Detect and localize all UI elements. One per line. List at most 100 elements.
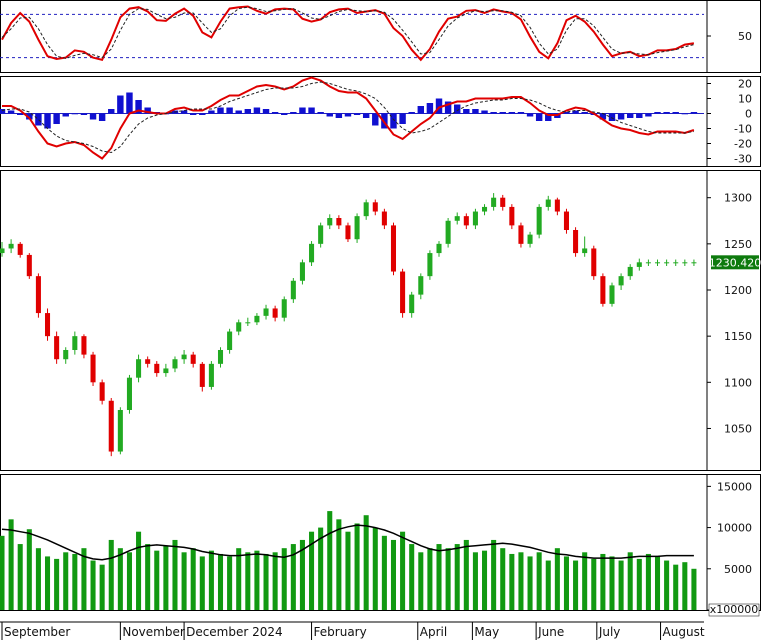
candle-down (81, 336, 87, 355)
volume-bar (418, 552, 424, 610)
y-tick-label: 15000 (717, 480, 752, 493)
histogram-bar (599, 113, 607, 120)
candle-up (126, 377, 132, 410)
candle-up (117, 410, 123, 452)
volume-bar (126, 552, 132, 610)
volume-bar (573, 560, 579, 610)
histogram-bar (390, 113, 397, 129)
histogram-bar (654, 112, 661, 114)
candle-down (591, 248, 597, 277)
candle-down (390, 225, 397, 272)
volume-bar (354, 523, 360, 610)
candle-up (609, 285, 615, 304)
candle-up (427, 253, 433, 277)
candle-up (318, 225, 324, 244)
candle-up (645, 262, 651, 264)
histogram-bar (144, 107, 151, 114)
volume-bar (245, 552, 251, 610)
candle-up (409, 294, 415, 314)
volume-panel: 150001000050000x100000 (0, 474, 761, 617)
y-tick-label: 1200 (724, 284, 752, 297)
last-price-badge (711, 255, 759, 270)
volume-bar (272, 552, 278, 610)
candle-up (363, 202, 369, 217)
histogram-bar (308, 107, 315, 114)
candle-up (482, 206, 488, 212)
histogram-bar (690, 112, 698, 114)
y-tick-label: -20 (734, 138, 752, 151)
histogram-bar (626, 113, 634, 118)
candle-down (372, 202, 378, 212)
candle-up (436, 243, 442, 254)
histogram-bar (545, 113, 552, 121)
volume-bar (427, 548, 433, 610)
histogram-bar (399, 113, 406, 124)
candle-up (536, 206, 542, 235)
volume-bar (190, 548, 196, 610)
volume-bar (281, 548, 287, 610)
candle-down (600, 276, 606, 304)
month-label: July (598, 625, 621, 639)
volume-bar (363, 515, 369, 610)
volume-bar (136, 531, 142, 610)
volume-bar (309, 531, 315, 610)
histogram-bar (463, 109, 470, 114)
volume-bar (299, 539, 305, 610)
month-axis: September November December 2024 February Ap… (0, 621, 705, 640)
volume-bar (609, 556, 615, 610)
candle-down (199, 363, 205, 387)
volume-bar (145, 544, 151, 610)
histogram-bar (244, 109, 252, 114)
histogram-bar (226, 107, 233, 114)
candle-up (0, 248, 5, 254)
y-tick-label: 10 (738, 93, 752, 106)
volume-bar (227, 556, 233, 610)
candle-down (26, 254, 32, 277)
volume-bar (17, 544, 23, 610)
candle-up (491, 197, 497, 207)
histogram-bar (0, 109, 6, 114)
volume-bar (26, 529, 32, 610)
candle-up (227, 331, 233, 350)
volume-bar (163, 545, 169, 610)
volume-bar (518, 552, 524, 610)
volume-bar (54, 558, 60, 610)
volume-bar (673, 564, 679, 610)
volume-bar (181, 552, 187, 610)
histogram-bar (290, 112, 297, 114)
volume-bar (327, 511, 333, 610)
histogram-bar (408, 112, 415, 114)
y-tick-label: -30 (734, 153, 752, 166)
y-tick-label: 1100 (724, 376, 752, 389)
histogram-bar (435, 98, 443, 114)
histogram-bar (80, 113, 88, 115)
candle-up (454, 216, 460, 221)
candle-down (336, 218, 342, 226)
volume-bar (217, 553, 224, 610)
histogram-bar (217, 107, 224, 114)
volume-bar (627, 552, 633, 610)
histogram-bar (444, 101, 452, 114)
histogram-bar (299, 107, 306, 114)
candle-down (44, 313, 51, 337)
stoch-k-line (1, 5, 695, 62)
candle-up (582, 248, 588, 254)
candle-up (691, 262, 697, 264)
candle-up (181, 354, 187, 360)
candle-down (145, 359, 151, 364)
volume-bar (90, 560, 96, 610)
volume-bar (0, 535, 5, 610)
candle-down (400, 271, 406, 314)
volume-unit-box (708, 603, 760, 617)
candle-up (290, 280, 296, 300)
volume-bar (254, 550, 260, 610)
candle-up (172, 359, 178, 369)
volume-bar (618, 560, 624, 610)
histogram-bar (517, 112, 525, 114)
y-tick-label: 1250 (724, 238, 752, 251)
histogram-bar (26, 113, 33, 120)
candle-up (327, 218, 333, 226)
price-panel: 1300 1250 1200 1150 1100 1050 1230.420 (0, 170, 761, 471)
histogram-bar (53, 113, 60, 124)
histogram-bar (636, 113, 643, 118)
